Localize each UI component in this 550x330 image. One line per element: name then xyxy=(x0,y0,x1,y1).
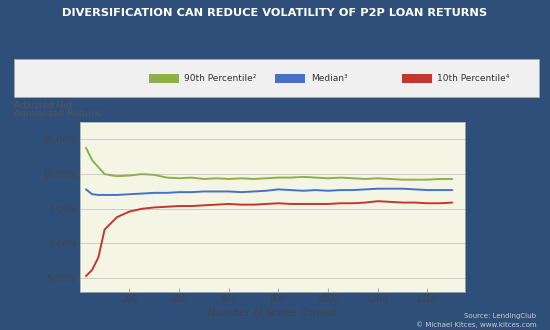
Text: 90th Percentile²: 90th Percentile² xyxy=(184,74,257,83)
Text: 10th Percentile⁴: 10th Percentile⁴ xyxy=(437,74,510,83)
X-axis label: Number of Notes Owned: Number of Notes Owned xyxy=(208,308,337,318)
Text: Median³: Median³ xyxy=(311,74,348,83)
Text: Adjusted Net: Adjusted Net xyxy=(14,101,73,110)
Text: DIVERSIFICATION CAN REDUCE VOLATILITY OF P2P LOAN RETURNS: DIVERSIFICATION CAN REDUCE VOLATILITY OF… xyxy=(63,8,487,18)
Text: Annualized Returns¹: Annualized Returns¹ xyxy=(14,109,106,118)
Text: Source: LendingClub
© Michael Kitces, www.kitces.com: Source: LendingClub © Michael Kitces, ww… xyxy=(416,314,536,328)
